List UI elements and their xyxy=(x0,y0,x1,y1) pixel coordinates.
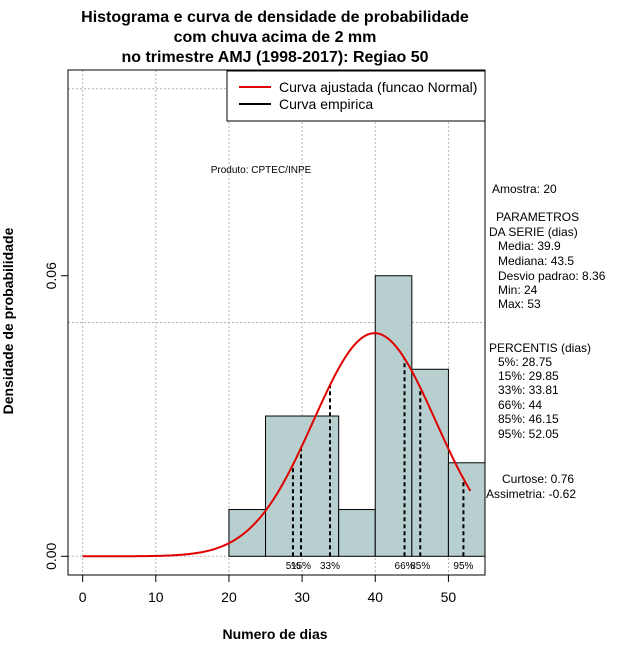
percentile-labels: 5%15% 33% 66%85% 95% xyxy=(286,561,474,572)
normal-curve xyxy=(82,332,472,558)
x-tick-label-0: 0 xyxy=(79,589,87,605)
histogram-bar-4 xyxy=(411,368,449,557)
percentis-95: 95%: 52.05 xyxy=(498,427,559,441)
histogram-bar-1 xyxy=(265,415,340,557)
params-title-2: DA SERIE (dias) xyxy=(489,225,578,239)
percentile-label-95: 95% xyxy=(453,561,473,572)
x-tick-label-30: 30 xyxy=(294,589,310,605)
percentis-15: 15%: 29.85 xyxy=(498,369,559,383)
sample-size: Amostra: 20 xyxy=(492,182,557,196)
product-credit: Produto: CPTEC/INPE xyxy=(211,165,312,176)
percentile-label-33: 33% xyxy=(320,561,340,572)
legend-box xyxy=(226,70,486,122)
chart-title-line-2: com chuva acima de 2 mm xyxy=(174,29,377,46)
param-max: Max: 53 xyxy=(498,297,541,311)
percentile-label-66: 66% xyxy=(395,561,415,572)
x-tick-label-40: 40 xyxy=(367,589,383,605)
percentile-label-5: 5% xyxy=(286,561,301,572)
percentis-5: 5%: 28.75 xyxy=(498,355,552,369)
percentile-label-15: 15% xyxy=(291,561,311,572)
param-mean: Media: 39.9 xyxy=(498,239,561,253)
chart-title-line-3: no trimestre AMJ (1998-2017): Regiao 50 xyxy=(121,49,428,66)
percentis-33: 33%: 33.81 xyxy=(498,383,559,397)
param-min: Min: 24 xyxy=(498,283,538,297)
kurtosis: Curtose: 0.76 xyxy=(502,472,574,486)
y-axis: 0.00 0.06 xyxy=(43,262,69,570)
percentis-85: 85%: 46.15 xyxy=(498,412,559,426)
x-tick-label-50: 50 xyxy=(441,589,457,605)
percentis-66: 66%: 44 xyxy=(498,398,542,412)
histogram-bars xyxy=(228,275,486,557)
param-stddev: Desvio padrao: 8.36 xyxy=(498,269,606,283)
skewness: Assimetria: -0.62 xyxy=(486,487,576,501)
percentis-title: PERCENTIS (dias) xyxy=(489,341,591,355)
y-axis-label: Densidade de probabilidade xyxy=(0,227,16,414)
legend: Curva ajustada (funcao Normal) Curva emp… xyxy=(226,70,486,122)
x-tick-label-20: 20 xyxy=(221,589,237,605)
x-axis-label: Numero de dias xyxy=(222,626,327,642)
x-axis: 0 10 20 30 40 50 xyxy=(79,574,457,605)
histogram-bar-3 xyxy=(374,275,413,557)
y-tick-label-1: 0.06 xyxy=(43,262,59,289)
param-median: Mediana: 43.5 xyxy=(498,254,574,268)
histogram-bar-5 xyxy=(447,462,486,557)
legend-label-fitted: Curva ajustada (funcao Normal) xyxy=(279,79,477,95)
percentile-label-85: 85% xyxy=(410,561,430,572)
normal-curve-line xyxy=(82,332,472,558)
params-title-1: PARAMETROS xyxy=(496,210,579,224)
x-tick-label-10: 10 xyxy=(148,589,164,605)
histogram-bar-2 xyxy=(338,509,376,557)
percentile-lines xyxy=(291,358,465,557)
y-tick-label-0: 0.00 xyxy=(43,542,59,569)
chart-title-line-1: Histograma e curva de densidade de proba… xyxy=(81,9,469,26)
legend-label-empirical: Curva empirica xyxy=(279,96,373,112)
